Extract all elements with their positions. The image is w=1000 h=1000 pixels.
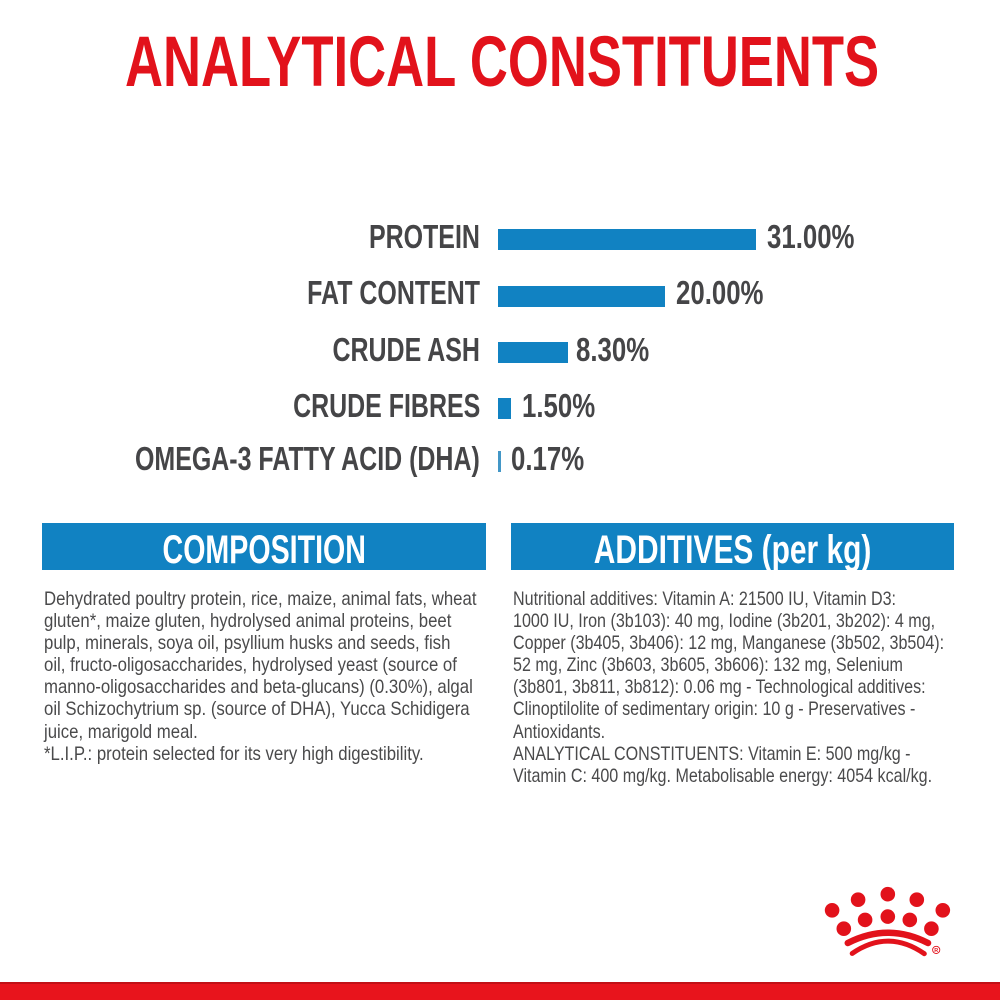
svg-text:R: R	[934, 948, 938, 954]
